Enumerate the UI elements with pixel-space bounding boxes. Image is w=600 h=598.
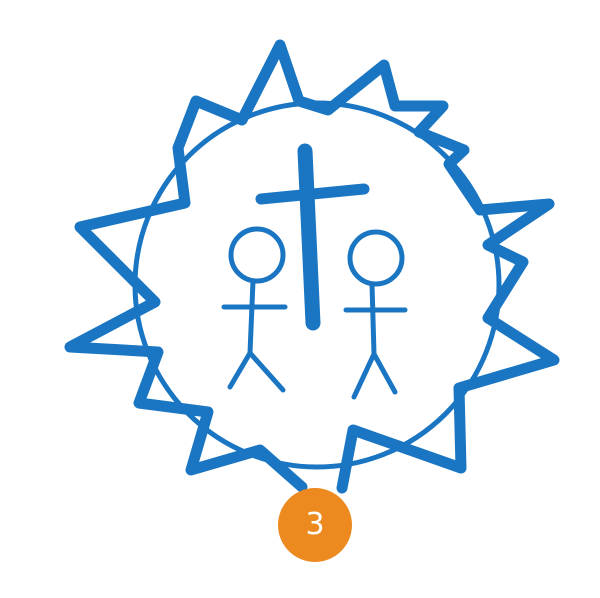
badge-label: 3 (305, 507, 325, 542)
stick-figure-right (343, 229, 408, 400)
cross-icon (255, 143, 370, 331)
sun-ray-ring (64, 39, 560, 494)
stick-figure-left (221, 226, 288, 393)
number-badge: 3 (278, 488, 352, 562)
